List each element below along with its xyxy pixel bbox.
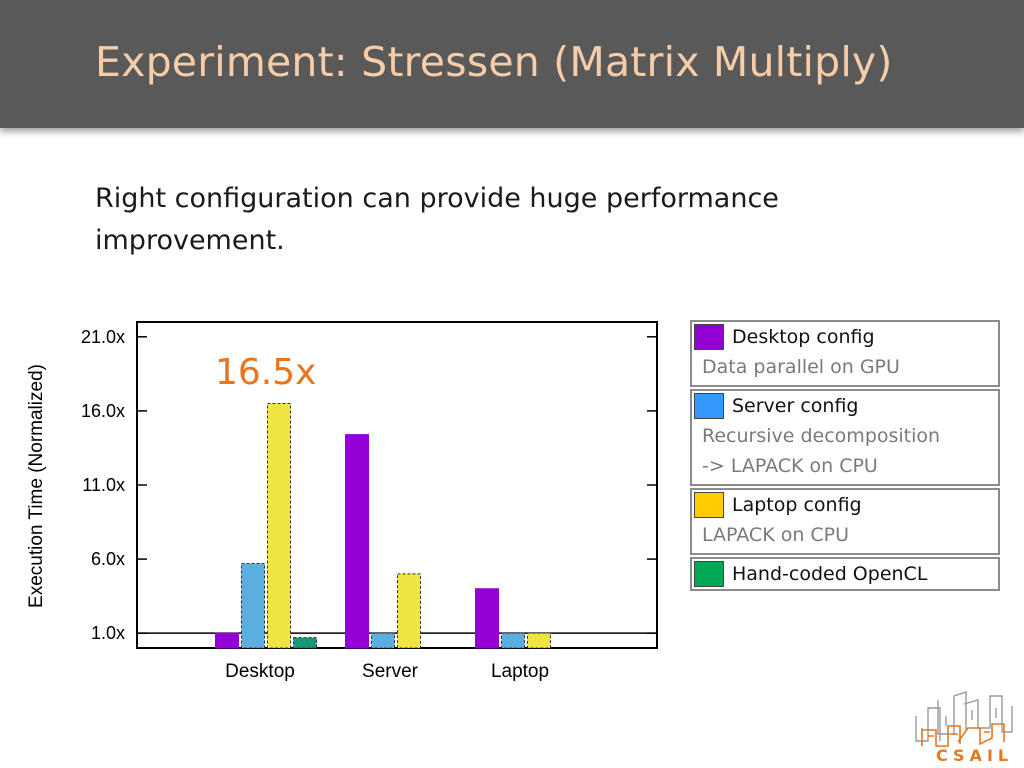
bar-laptop-config [267,403,291,649]
y-axis-label: Execution Time (Normalized) [26,364,47,608]
legend-description-line: Recursive decomposition [702,425,941,447]
y-tick-label: 21.0x [81,327,125,347]
bar-chart: 1.0x 6.0x 11.0x 16.0x 21.0x Desktop Server Lapt… [26,321,658,682]
x-tick-label: Laptop [491,661,549,682]
bar-desktop-config [215,632,239,649]
bar-server-config [241,563,265,649]
legend-swatch [694,492,724,518]
legend-item: Desktop config Data parallel on GPU [690,320,1000,387]
title-bar: Experiment: Stressen (Matrix Multiply) [0,0,1024,128]
bar-desktop-config [475,588,499,649]
bars-layer [215,403,551,649]
csail-logo-text: CSAIL [936,746,1014,765]
legend-description-line: Data parallel on GPU [702,356,900,378]
legend-item: Hand-coded OpenCL [690,557,1000,591]
legend-swatch [694,393,724,419]
legend-description: Data parallel on GPU [692,352,998,385]
legend-name: Hand-coded OpenCL [732,563,928,585]
legend: Desktop config Data parallel on GPU Server… [690,320,1000,593]
slide-title: Experiment: Stressen (Matrix Multiply) [95,38,893,86]
legend-description: Recursive decomposition -> LAPACK on CPU [692,421,998,484]
bar-server-config [501,632,525,649]
slide-subtitle: Right configuration can provide huge per… [95,183,779,256]
csail-logo-icon [915,691,1013,747]
y-tick-label: 16.0x [81,401,125,421]
y-tick-label: 1.0x [91,623,125,643]
legend-swatch [694,561,724,587]
bar-hand-coded-opencl [293,637,317,649]
legend-swatch [694,324,724,350]
legend-item: Laptop config LAPACK on CPU [690,488,1000,555]
legend-item: Server config Recursive decomposition -> L… [690,389,1000,486]
y-tick-label: 6.0x [91,549,125,569]
legend-description-line: LAPACK on CPU [702,524,850,546]
bar-laptop-config [527,632,551,649]
bar-desktop-config [345,434,369,649]
legend-name: Server config [732,395,859,417]
y-tick-label: 11.0x [82,475,125,495]
bar-server-config [371,632,395,649]
legend-description-line: -> LAPACK on CPU [702,455,878,477]
legend-name: Laptop config [732,494,862,516]
callout-speedup: 16.5x [215,352,317,393]
bar-laptop-config [397,573,421,649]
legend-name: Desktop config [732,326,875,348]
x-tick-label: Desktop [225,661,295,682]
legend-description: LAPACK on CPU [692,520,998,553]
x-tick-label: Server [362,661,419,682]
